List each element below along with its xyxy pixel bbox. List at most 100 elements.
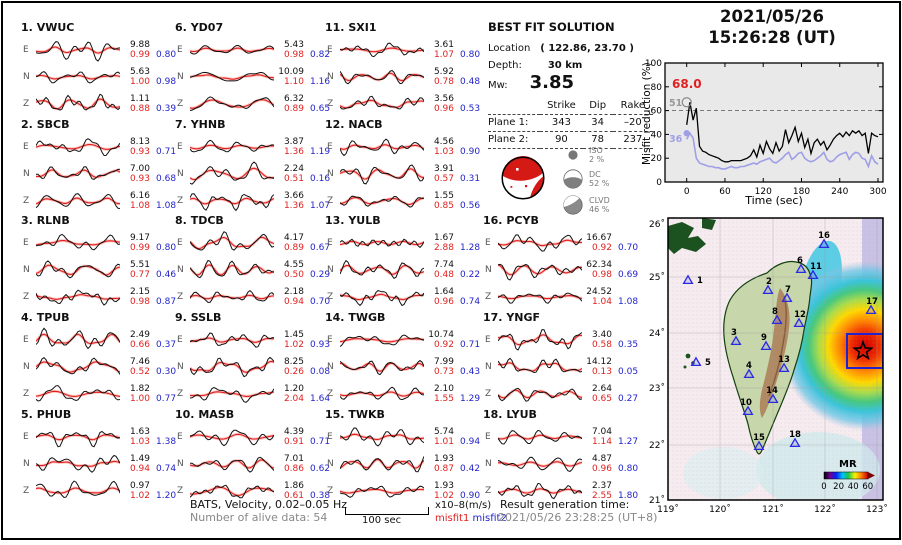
component-label: E bbox=[327, 44, 333, 55]
waveform-row: Z 6.32 0.89 0.65 bbox=[172, 90, 330, 117]
waveform-trace bbox=[340, 163, 424, 184]
component-label: E bbox=[327, 237, 333, 248]
waveform-trace bbox=[36, 454, 120, 473]
misfit2-value: 0.38 bbox=[310, 490, 331, 501]
station-panel: 18. LYUB E 7.04 1.14 1.27 N 4.87 0.96 0.80… bbox=[480, 408, 638, 504]
station-name: YULB bbox=[348, 214, 381, 227]
waveform-trace bbox=[190, 289, 274, 303]
waveform-trace bbox=[36, 326, 120, 349]
colorbar-tick: 60 bbox=[862, 482, 873, 492]
waveform-row: E 16.67 0.92 0.70 bbox=[480, 229, 638, 256]
waveform-row: Z 1.86 0.61 0.38 bbox=[172, 477, 330, 504]
waveform-trace bbox=[36, 192, 120, 209]
waveform-trace bbox=[340, 333, 424, 347]
amplitude-value: 0.97 bbox=[129, 480, 150, 491]
plane2-row: Plane 2: 90 78 237 bbox=[488, 131, 653, 149]
misfit1-value: 0.99 bbox=[129, 242, 150, 253]
station-name: NACB bbox=[348, 118, 383, 131]
misfit1-value: 0.73 bbox=[433, 366, 454, 377]
waveform-trace bbox=[498, 328, 582, 351]
amplitude-value: 2.15 bbox=[129, 286, 150, 297]
misfit1-value: 0.85 bbox=[433, 200, 454, 211]
misfit1-value: 0.48 bbox=[433, 269, 454, 280]
map-station-triangle-16 bbox=[818, 238, 830, 249]
map-frame bbox=[667, 217, 884, 501]
map-station-triangle-1 bbox=[682, 274, 694, 285]
waveform-trace bbox=[340, 426, 424, 447]
lat-label: 26˚ bbox=[649, 219, 665, 230]
misfit1-value: 0.50 bbox=[283, 269, 304, 280]
misfit2-value: 1.38 bbox=[156, 436, 177, 447]
station-panel: 15. TWKB E 5.74 1.01 0.94 N 1.93 0.87 0.42… bbox=[322, 408, 480, 504]
misfit1-value: 0.57 bbox=[433, 173, 454, 184]
component-label: E bbox=[177, 141, 183, 152]
misfit2-value: 0.77 bbox=[156, 393, 177, 404]
station-number: 7. bbox=[175, 118, 187, 131]
data-description: BATS, Velocity, 0.02–0.05 Hz bbox=[190, 498, 348, 511]
station-panel: 6. YD07 E 5.43 0.98 0.82 N 10.09 1.10 1.16… bbox=[172, 21, 330, 117]
amplitude-value: 1.63 bbox=[129, 426, 150, 437]
waveform-trace bbox=[340, 95, 424, 110]
station-name: YNGF bbox=[506, 311, 541, 324]
component-label: E bbox=[177, 334, 183, 345]
waveform-row: E 3.61 1.07 0.80 bbox=[322, 36, 480, 63]
station-number: 5. bbox=[21, 408, 33, 421]
amplitude-value: 10.09 bbox=[278, 66, 304, 77]
amplitude-value: 2.10 bbox=[433, 383, 454, 394]
map-station-label-6: 6 bbox=[797, 256, 803, 266]
mw-label: Mw: bbox=[488, 80, 508, 91]
map-station-label-11: 11 bbox=[810, 262, 822, 272]
waveform-row: N 7.74 0.48 0.22 bbox=[322, 256, 480, 283]
misfit2-value: 0.65 bbox=[310, 103, 331, 114]
waveform-row: Z 1.55 0.85 0.56 bbox=[322, 187, 480, 214]
component-label: E bbox=[177, 44, 183, 55]
waveform-trace bbox=[340, 289, 424, 306]
waveform-row: E 3.87 1.36 1.19 bbox=[172, 133, 330, 160]
waveform-trace bbox=[340, 485, 424, 498]
station-name: MASB bbox=[198, 408, 235, 421]
misfit1-value: 1.01 bbox=[433, 436, 454, 447]
waveform-row: E 9.17 0.99 0.80 bbox=[18, 229, 176, 256]
amplitude-value: 3.40 bbox=[591, 329, 612, 340]
misfit2-value: 0.82 bbox=[310, 49, 331, 60]
map-station-triangle-9 bbox=[760, 340, 772, 351]
map-station-triangle-13 bbox=[778, 362, 790, 373]
gray-annotation: 51 bbox=[669, 98, 682, 109]
amplitude-value: 6.16 bbox=[129, 190, 150, 201]
component-label: E bbox=[23, 44, 29, 55]
misfit1-value: 2.04 bbox=[283, 393, 304, 404]
waveform-row: N 7.00 0.93 0.68 bbox=[18, 160, 176, 187]
misfit2-value: 0.70 bbox=[310, 296, 331, 307]
misfit1-value: 0.65 bbox=[591, 393, 612, 404]
amplitude-value: 1.11 bbox=[129, 93, 150, 104]
waveform-row: N 7.01 0.86 0.62 bbox=[172, 450, 330, 477]
map-station-label-7: 7 bbox=[785, 285, 791, 295]
misfit2-value: 0.22 bbox=[460, 269, 481, 280]
misfit1-value: 0.13 bbox=[591, 366, 612, 377]
misfit2-value: 0.31 bbox=[460, 173, 481, 184]
component-label: N bbox=[327, 361, 334, 372]
station-number: 6. bbox=[175, 21, 187, 34]
station-name: RLNB bbox=[36, 214, 70, 227]
misfit1-value: 1.10 bbox=[283, 76, 304, 87]
waveform-row: Z 0.97 1.02 1.20 bbox=[18, 477, 176, 504]
component-label: E bbox=[23, 237, 29, 248]
map-station-label-14: 14 bbox=[766, 386, 778, 396]
epicenter-star bbox=[852, 339, 874, 361]
dc-label: DC bbox=[589, 170, 601, 179]
waveform-row: E 4.17 0.89 0.67 bbox=[172, 229, 330, 256]
waveform-row: E 1.63 1.03 1.38 bbox=[18, 423, 176, 450]
lat-label: 21˚ bbox=[649, 495, 665, 506]
map-station-label-10: 10 bbox=[740, 398, 752, 408]
misfit2-value: 0.62 bbox=[310, 463, 331, 474]
component-label: N bbox=[485, 458, 492, 469]
station-name: TDCB bbox=[190, 214, 224, 227]
station-panel: 1. VWUC E 9.88 0.99 0.80 N 5.63 1.00 0.98 … bbox=[18, 21, 176, 117]
waveform-row: Z 2.64 0.65 0.27 bbox=[480, 380, 638, 407]
waveform-row: N 7.46 0.52 0.30 bbox=[18, 353, 176, 380]
component-label: N bbox=[23, 361, 30, 372]
amplitude-value: 4.87 bbox=[591, 453, 612, 464]
misfit1-value: 0.61 bbox=[283, 490, 304, 501]
svg-text:180: 180 bbox=[793, 187, 810, 197]
misfit1-value: 0.94 bbox=[283, 296, 304, 307]
